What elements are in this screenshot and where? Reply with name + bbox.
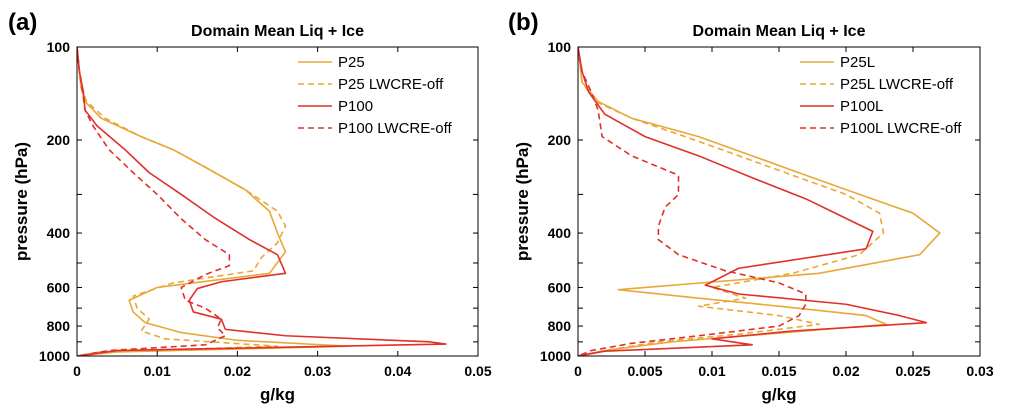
x-tick-label: 0.04 [384,363,411,379]
legend-entry-2: P25 LWCRE-off [338,76,444,93]
x-tick-label: 0.03 [304,363,331,379]
y-tick-label: 200 [548,132,572,148]
y-tick-label: 1000 [39,348,70,364]
y-tick-label: 100 [47,39,71,55]
legend-entry-3: P100 [338,98,373,115]
legend-entry-2: P25L LWCRE-off [840,76,954,93]
panel-label: (b) [508,9,539,36]
series-group [578,47,941,356]
y-tick-label: 400 [47,225,71,241]
series-line-2 [578,47,885,356]
x-tick-label: 0.005 [627,363,662,379]
panel-label: (a) [8,9,37,36]
legend: P25L P25L LWCRE-off P100L P100L LWCRE-off [800,54,962,137]
legend-entry-1: P25 [338,54,365,71]
series-line-4 [77,47,231,356]
legend: P25 P25 LWCRE-off P100 P100 LWCRE-off [298,54,452,137]
panel-a: (a) Domain Mean Liq + Ice 0 0.01 0.02 0.03 0.0… [8,9,492,404]
x-axis-label: g/kg [260,385,295,404]
x-tick-label: 0.01 [698,363,725,379]
y-tick-label: 100 [548,39,572,55]
legend-entry-4: P100L LWCRE-off [840,120,962,137]
chart-title: Domain Mean Liq + Ice [693,23,866,40]
y-axis-label: pressure (hPa) [12,142,31,261]
x-axis-label: g/kg [762,385,797,404]
series-line-1 [77,47,351,356]
y-tick-label: 800 [548,318,572,334]
y-tick-label: 600 [548,279,572,295]
y-axis-label: pressure (hPa) [513,142,532,261]
y-tick-label: 1000 [540,348,571,364]
chart-title: Domain Mean Liq + Ice [191,23,364,40]
y-tick-label: 600 [47,279,71,295]
axes-frame [76,46,479,357]
x-tick-label: 0.015 [761,363,796,379]
y-tick-label: 400 [548,225,572,241]
series-line-3 [77,47,447,356]
series-group [77,47,447,356]
x-tick-label: 0 [574,363,582,379]
series-line-2 [77,47,287,356]
x-tick-label: 0 [73,363,81,379]
series-line-4 [578,47,807,356]
y-tick-label: 200 [47,132,71,148]
series-line-3 [578,47,928,356]
panel-b: (b) Domain Mean Liq + Ice 0 0.005 0.01 0.015 0… [508,9,994,404]
series-line-1 [578,47,941,356]
x-tick-label: 0.03 [966,363,993,379]
axes-frame [577,46,981,357]
x-tick-label: 0.025 [895,363,930,379]
x-tick-label: 0.01 [144,363,171,379]
x-tick-label: 0.05 [464,363,491,379]
x-tick-label: 0.02 [832,363,859,379]
legend-entry-4: P100 LWCRE-off [338,120,452,137]
legend-entry-3: P100L [840,98,883,115]
legend-entry-1: P25L [840,54,875,71]
x-tick-label: 0.02 [224,363,251,379]
y-tick-label: 800 [47,318,71,334]
